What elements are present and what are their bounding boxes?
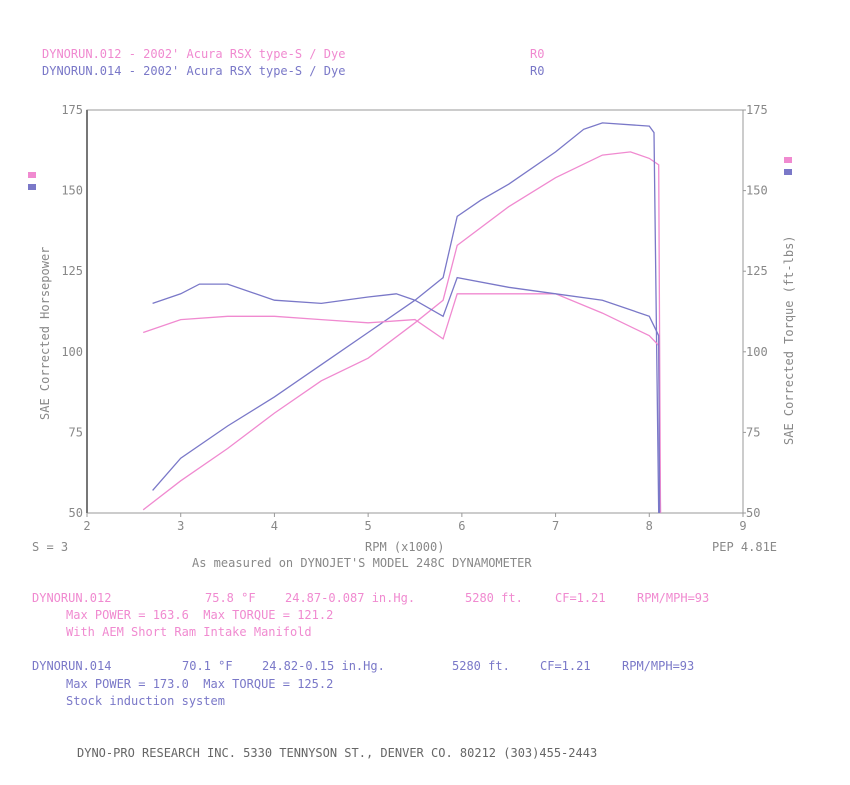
footer-address: DYNO-PRO RESEARCH INC. 5330 TENNYSON ST.… [77, 746, 598, 760]
y-tick-label: 75 [69, 425, 83, 439]
y-tick-label: 100 [61, 345, 83, 359]
x-tick-label: 8 [646, 519, 653, 533]
series-line-0 [142, 151, 662, 514]
legend-swatch-012 [784, 157, 792, 163]
run-012-max: Max POWER = 163.6 Max TORQUE = 121.2 [66, 608, 334, 622]
y2-tick-label: 175 [746, 103, 768, 117]
run-012-temp: 75.8 °F [205, 591, 256, 605]
y-tick-label: 50 [69, 506, 83, 520]
run-014-alt: 5280 ft. [452, 659, 510, 673]
run-014-name: DYNORUN.014 [32, 659, 112, 673]
run-014-baro: 24.82-0.15 in.Hg. [262, 659, 385, 673]
run-012-alt: 5280 ft. [465, 591, 523, 605]
run-012-cf: CF=1.21 [555, 591, 606, 605]
run-012-title: DYNORUN.012 - 2002' Acura RSX type-S / D… [42, 47, 346, 61]
plot-frame [86, 109, 744, 514]
y2-tick-label: 100 [746, 345, 768, 359]
y2-tick-label: 150 [746, 184, 768, 198]
series-line-2 [142, 293, 662, 514]
y-tick-label: 150 [61, 184, 83, 198]
legend-swatch-014 [784, 169, 792, 175]
pep-label: PEP 4.81E [712, 540, 778, 554]
x-tick-label: 3 [177, 519, 184, 533]
x-tick-label: 7 [552, 519, 559, 533]
left-swatch-012 [28, 172, 36, 178]
x-tick-label: 2 [83, 519, 90, 533]
series-line-1 [152, 122, 660, 514]
run-014-temp: 70.1 °F [182, 659, 233, 673]
x-tick-label: 4 [271, 519, 278, 533]
run-012-note: With AEM Short Ram Intake Manifold [66, 625, 312, 639]
y2-tick-label: 125 [746, 264, 768, 278]
run-014-title: DYNORUN.014 - 2002' Acura RSX type-S / D… [42, 64, 346, 78]
x-axis-label: RPM (x1000) [365, 540, 445, 554]
run-012-baro: 24.87-0.087 in.Hg. [285, 591, 416, 605]
left-swatch-014 [28, 184, 36, 190]
smoothing-label: S = 3 [32, 540, 69, 554]
measured-note: As measured on DYNOJET'S MODEL 248C DYNA… [192, 556, 532, 570]
run-012-code: R0 [530, 47, 545, 61]
x-tick-label: 6 [458, 519, 465, 533]
series-line-3 [152, 276, 661, 514]
x-tick-label: 5 [365, 519, 372, 533]
y-tick-label: 175 [61, 103, 83, 117]
run-012-ratio: RPM/MPH=93 [637, 591, 710, 605]
y2-tick-label: 75 [746, 425, 760, 439]
run-014-max: Max POWER = 173.0 Max TORQUE = 125.2 [66, 677, 334, 691]
run-014-note: Stock induction system [66, 694, 225, 708]
y2-axis-label: SAE Corrected Torque (ft-lbs) [782, 235, 796, 445]
y-tick-label: 125 [61, 264, 83, 278]
run-014-code: R0 [530, 64, 545, 78]
run-012-name: DYNORUN.012 [32, 591, 112, 605]
x-tick-label: 9 [739, 519, 746, 533]
y2-tick-label: 50 [746, 506, 760, 520]
y-axis-label: SAE Corrected Horsepower [38, 246, 52, 420]
run-014-ratio: RPM/MPH=93 [622, 659, 695, 673]
run-014-cf: CF=1.21 [540, 659, 591, 673]
